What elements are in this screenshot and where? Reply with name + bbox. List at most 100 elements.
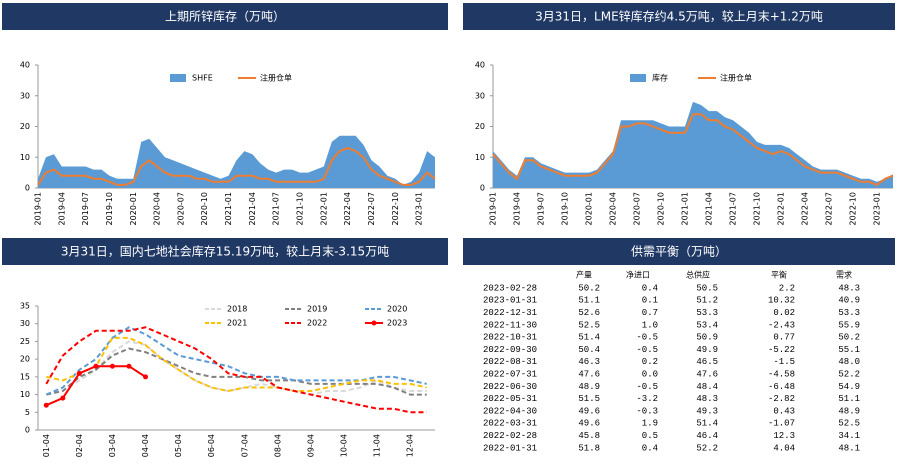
table-cell: 47.6 bbox=[696, 369, 718, 379]
chart-title: 3月31日，国内七地社会库存15.19万吨，较上月末-3.15万吨 bbox=[61, 244, 389, 259]
legend-swatch bbox=[170, 74, 186, 82]
x-tick-label: 2021-04 bbox=[248, 192, 257, 225]
table-cell: 1.9 bbox=[642, 419, 658, 429]
table-cell: -6.48 bbox=[768, 382, 795, 392]
table-cell: 48.3 bbox=[838, 283, 860, 293]
table-cell: 48.1 bbox=[838, 443, 860, 453]
legend-label: 2018 bbox=[227, 305, 247, 314]
table-title: 供需平衡（万吨） bbox=[631, 245, 727, 259]
x-tick-label: 2020-10 bbox=[200, 192, 209, 225]
x-tick-label: 2019-04 bbox=[57, 192, 66, 225]
marker bbox=[43, 402, 49, 408]
legend-label: 注册仓单 bbox=[720, 73, 752, 83]
x-tick-label: 2019-01 bbox=[489, 192, 498, 225]
y-tick-label: 40 bbox=[475, 61, 485, 70]
table-cell: 51.4 bbox=[696, 419, 718, 429]
table-cell: 50.4 bbox=[578, 345, 600, 355]
x-tick-label: 04-04 bbox=[141, 434, 150, 457]
table-cell: 0.4 bbox=[642, 283, 658, 293]
y-tick-label: 20 bbox=[20, 122, 30, 131]
y-tick-label: 35 bbox=[20, 302, 30, 311]
table-header: 总供应 bbox=[686, 270, 710, 280]
y-tick-label: 0 bbox=[25, 426, 30, 435]
title-bar bbox=[463, 3, 895, 30]
x-tick-label: 2022-01 bbox=[777, 192, 786, 225]
table-cell: 2022-03-31 bbox=[483, 419, 537, 429]
x-tick-label: 05-04 bbox=[174, 434, 183, 457]
line bbox=[46, 336, 427, 393]
y-tick-label: 30 bbox=[20, 319, 30, 328]
marker bbox=[93, 363, 99, 369]
x-tick-label: 2021-01 bbox=[224, 192, 233, 225]
table-cell: 2022-08-31 bbox=[483, 357, 537, 367]
x-tick-label: 2022-07 bbox=[825, 192, 834, 225]
table-cell: 49.6 bbox=[578, 419, 600, 429]
table-cell: -0.3 bbox=[636, 406, 658, 416]
table-cell: 50.2 bbox=[578, 283, 600, 293]
table-cell: 53.3 bbox=[838, 308, 860, 318]
table-cell: 0.77 bbox=[773, 333, 795, 343]
x-tick-label: 2020-07 bbox=[633, 192, 642, 225]
table-cell: 0.2 bbox=[642, 357, 658, 367]
x-tick-label: 2023-01 bbox=[415, 192, 424, 225]
table-cell: 2023-01-31 bbox=[483, 296, 537, 306]
legend-label: 2023 bbox=[387, 319, 407, 328]
line bbox=[45, 326, 427, 414]
table-cell: 2023-02-28 bbox=[483, 283, 537, 293]
x-tick-label: 2021-04 bbox=[705, 192, 714, 225]
legend-label: 库存 bbox=[652, 73, 668, 83]
table-cell: 47.6 bbox=[578, 369, 600, 379]
x-tick-label: 2021-07 bbox=[272, 192, 281, 225]
x-tick-label: 06-04 bbox=[207, 434, 216, 457]
y-tick-label: 0 bbox=[480, 184, 485, 193]
table-cell: 48.4 bbox=[696, 382, 718, 392]
table-cell: 51.1 bbox=[838, 394, 860, 404]
y-tick-label: 0 bbox=[25, 184, 30, 193]
table-cell: 0.5 bbox=[642, 431, 658, 441]
x-tick-label: 2020-10 bbox=[657, 192, 666, 225]
table-cell: 50.9 bbox=[696, 333, 718, 343]
table-cell: 0.02 bbox=[773, 308, 795, 318]
x-tick-label: 2022-04 bbox=[801, 192, 810, 225]
chart-title: 3月31日，LME锌库存约4.5万吨，较上月末+1.2万吨 bbox=[535, 9, 823, 24]
x-tick-label: 2021-10 bbox=[296, 192, 305, 225]
table-cell: 45.8 bbox=[578, 431, 600, 441]
table-cell: 12.3 bbox=[773, 431, 795, 441]
y-tick-label: 15 bbox=[20, 372, 30, 381]
table-cell: 53.4 bbox=[696, 320, 718, 330]
y-tick-label: 30 bbox=[475, 91, 485, 100]
line bbox=[37, 146, 436, 186]
table-cell: -5.22 bbox=[768, 345, 795, 355]
legend-swatch bbox=[630, 74, 646, 82]
table-cell: -1.5 bbox=[773, 357, 795, 367]
y-tick-label: 20 bbox=[20, 355, 30, 364]
table-cell: 46.3 bbox=[578, 357, 600, 367]
x-tick-label: 2021-10 bbox=[753, 192, 762, 225]
table-cell: -2.82 bbox=[768, 394, 795, 404]
table-cell: 49.3 bbox=[696, 406, 718, 416]
table-cell: 0.1 bbox=[642, 296, 658, 306]
table-cell: 49.6 bbox=[578, 406, 600, 416]
table-cell: 48.3 bbox=[696, 394, 718, 404]
x-tick-label: 2019-04 bbox=[513, 192, 522, 225]
x-tick-label: 07-04 bbox=[240, 434, 249, 457]
table-cell: -1.07 bbox=[768, 419, 795, 429]
x-tick-label: 10-04 bbox=[340, 434, 349, 457]
x-tick-label: 2021-07 bbox=[729, 192, 738, 225]
marker bbox=[143, 374, 149, 380]
table-cell: 53.3 bbox=[696, 308, 718, 318]
table-cell: 46.5 bbox=[696, 357, 718, 367]
table-cell: 48.0 bbox=[838, 357, 860, 367]
y-tick-label: 40 bbox=[20, 61, 30, 70]
table-cell: -0.5 bbox=[636, 345, 658, 355]
x-tick-label: 09-04 bbox=[306, 434, 315, 457]
x-tick-label: 2019-10 bbox=[561, 192, 570, 225]
x-tick-label: 2019-01 bbox=[34, 192, 43, 225]
table-cell: 48.9 bbox=[838, 406, 860, 416]
x-tick-label: 2022-07 bbox=[367, 192, 376, 225]
marker bbox=[109, 363, 115, 369]
x-tick-label: 08-04 bbox=[273, 434, 282, 457]
x-tick-label: 2020-04 bbox=[153, 192, 162, 225]
table-cell: -0.5 bbox=[636, 382, 658, 392]
x-tick-label: 2023-01 bbox=[873, 192, 882, 225]
